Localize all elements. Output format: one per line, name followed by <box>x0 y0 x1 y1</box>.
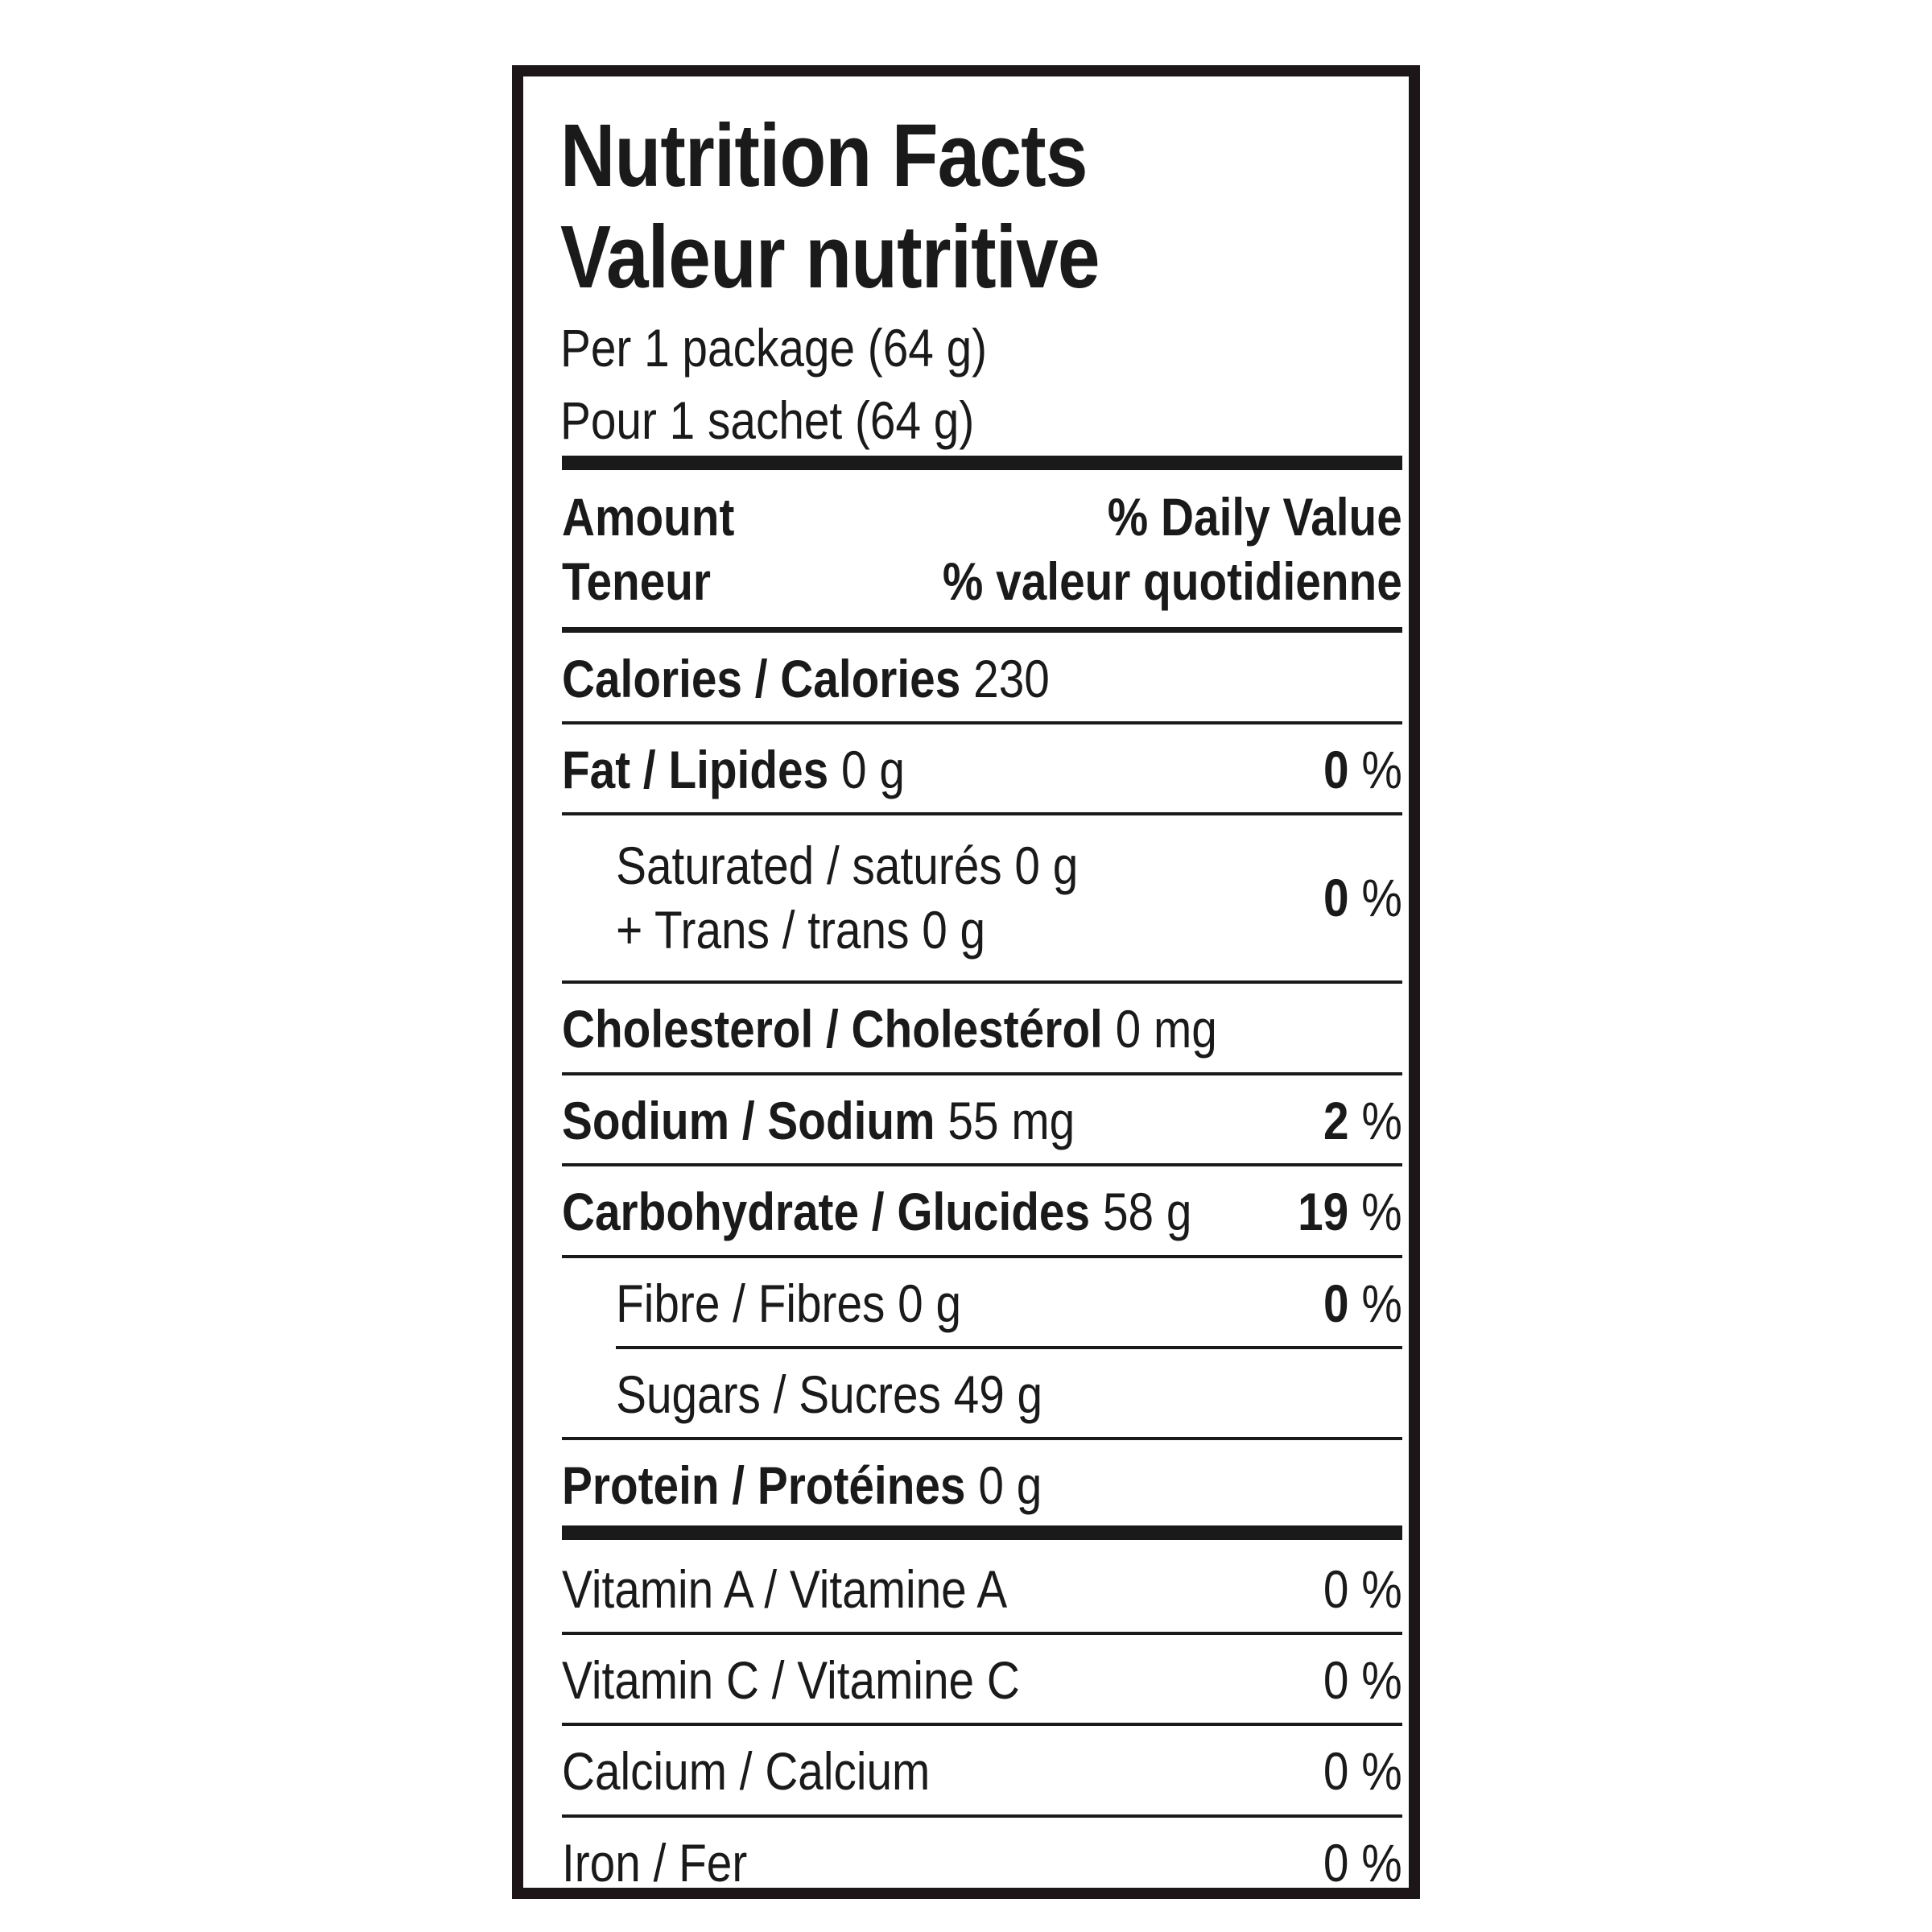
divider <box>562 980 1402 984</box>
sodium-daily-value: 2 <box>1323 1091 1349 1150</box>
saturated-trans-daily-value: 0 <box>1323 868 1349 927</box>
divider-thick <box>562 456 1402 470</box>
saturated-trans-row: Saturated / saturés 0 g + Trans / trans … <box>562 817 1402 978</box>
calcium-row: Calcium / Calcium 0 % <box>562 1727 1402 1815</box>
carbohydrate-label: Carbohydrate / Glucides <box>562 1182 1091 1241</box>
cholesterol-amount: 0 mg <box>1115 999 1217 1059</box>
divider <box>562 1437 1402 1440</box>
carbohydrate-amount: 58 g <box>1102 1182 1192 1241</box>
calories-amount: 230 <box>973 649 1050 708</box>
calories-label: Calories / Calories <box>562 649 961 708</box>
cholesterol-row: Cholesterol / Cholestérol 0 mg <box>562 985 1402 1073</box>
divider <box>562 1255 1402 1258</box>
column-headers: Amount Teneur % Daily Value % valeur quo… <box>562 485 1402 621</box>
divider <box>562 1814 1402 1818</box>
vitamin-c-daily-value: 0 % <box>1323 1650 1402 1710</box>
calcium-daily-value: 0 % <box>1323 1741 1402 1801</box>
iron-row: Iron / Fer 0 % <box>562 1818 1402 1907</box>
protein-amount: 0 g <box>978 1455 1042 1515</box>
trans-fat-label: + Trans / trans 0 g <box>616 900 986 960</box>
saturated-dv-unit: % <box>1361 868 1402 927</box>
carbohydrate-dv-unit: % <box>1361 1182 1402 1241</box>
nutrition-facts-label: Nutrition Facts Valeur nutritive Per 1 p… <box>512 65 1420 1899</box>
daily-value-heading-english: % Daily Value <box>1108 487 1402 547</box>
fibre-daily-value: 0 <box>1323 1274 1349 1333</box>
fat-amount: 0 g <box>841 740 905 799</box>
vitamin-c-label: Vitamin C / Vitamine C <box>562 1650 1020 1710</box>
carbohydrate-row: Carbohydrate / Glucides 58 g 19% <box>562 1167 1402 1256</box>
fibre-label: Fibre / Fibres 0 g <box>616 1274 962 1333</box>
vitamin-a-row: Vitamin A / Vitamine A 0 % <box>562 1545 1402 1633</box>
title-english: Nutrition Facts <box>560 106 1088 205</box>
vitamin-a-daily-value: 0 % <box>1323 1559 1402 1619</box>
amount-heading-french: Teneur <box>562 551 712 611</box>
divider-medium <box>562 627 1402 633</box>
iron-daily-value: 0 % <box>1323 1833 1402 1893</box>
fat-dv-unit: % <box>1361 740 1402 799</box>
daily-value-heading-french: % valeur quotidienne <box>943 551 1402 611</box>
serving-size-french: Pour 1 sachet (64 g) <box>560 390 975 450</box>
divider <box>562 1632 1402 1635</box>
fat-label: Fat / Lipides <box>562 740 829 799</box>
fibre-dv-unit: % <box>1361 1274 1402 1333</box>
divider <box>562 721 1402 724</box>
iron-label: Iron / Fer <box>562 1833 748 1893</box>
vitamin-c-row: Vitamin C / Vitamine C 0 % <box>562 1636 1402 1724</box>
sodium-row: Sodium / Sodium 55 mg 2% <box>562 1076 1402 1165</box>
vitamin-a-label: Vitamin A / Vitamine A <box>562 1559 1008 1619</box>
divider <box>562 1723 1402 1726</box>
divider <box>562 1163 1402 1166</box>
protein-label: Protein / Protéines <box>562 1455 966 1515</box>
sodium-amount: 55 mg <box>947 1091 1075 1150</box>
divider <box>562 812 1402 815</box>
divider <box>616 1346 1402 1349</box>
label-header: Nutrition Facts Valeur nutritive Per 1 p… <box>560 105 1399 456</box>
divider-thick <box>562 1525 1402 1540</box>
calcium-label: Calcium / Calcium <box>562 1741 931 1801</box>
amount-heading-english: Amount <box>562 487 735 547</box>
carbohydrate-daily-value: 19 <box>1298 1182 1349 1241</box>
cholesterol-label: Cholesterol / Cholestérol <box>562 999 1103 1059</box>
sugars-label: Sugars / Sucres 49 g <box>616 1364 1043 1424</box>
saturated-fat-label: Saturated / saturés 0 g <box>616 836 1079 895</box>
divider <box>562 1072 1402 1075</box>
fibre-row: Fibre / Fibres 0 g 0% <box>562 1259 1402 1348</box>
sodium-label: Sodium / Sodium <box>562 1091 935 1150</box>
protein-row: Protein / Protéines 0 g <box>562 1441 1402 1530</box>
title-french: Valeur nutritive <box>560 208 1100 307</box>
serving-size-english: Per 1 package (64 g) <box>560 318 988 378</box>
sodium-dv-unit: % <box>1361 1091 1402 1150</box>
sugars-row: Sugars / Sucres 49 g <box>562 1350 1402 1439</box>
fat-daily-value: 0 <box>1323 740 1349 799</box>
calories-row: Calories / Calories 230 <box>562 634 1402 723</box>
fat-row: Fat / Lipides 0 g 0% <box>562 725 1402 814</box>
